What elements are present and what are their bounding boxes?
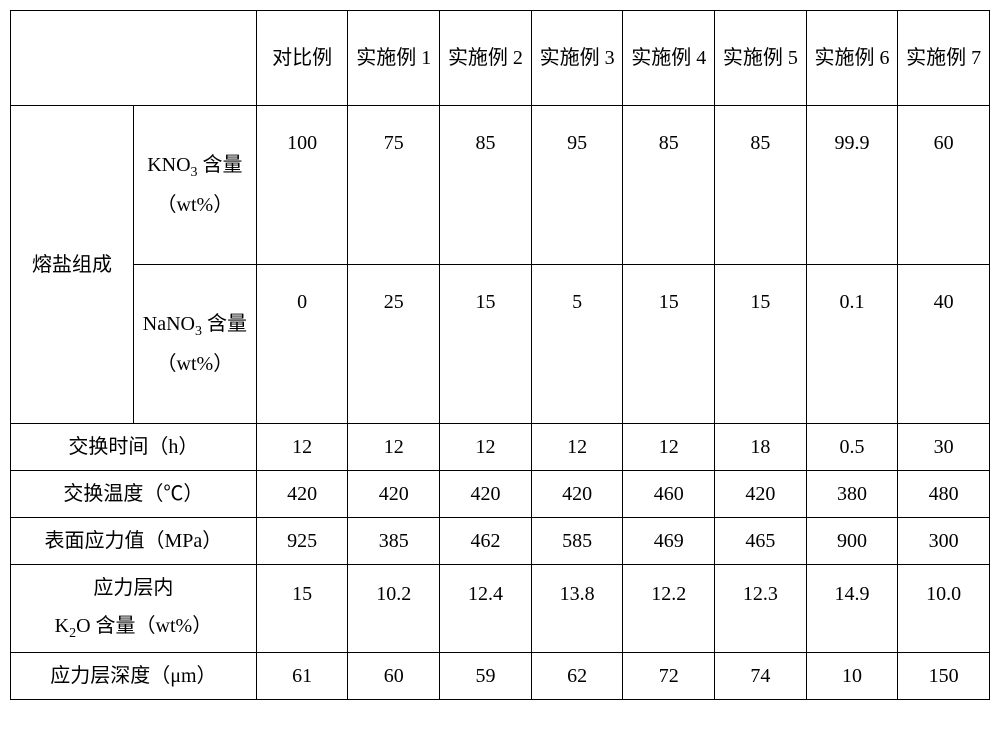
header-ex1: 实施例 1 <box>348 11 440 106</box>
header-ex2: 实施例 2 <box>440 11 532 106</box>
depth-v4: 72 <box>623 652 715 699</box>
time-v2: 12 <box>440 424 532 471</box>
row-nano3: NaNO3 含量（wt%） 0 25 15 5 15 15 0.1 40 <box>11 265 990 424</box>
k2o-v7: 10.0 <box>898 565 990 653</box>
group-label-molten-salt: 熔盐组成 <box>11 106 134 424</box>
time-v4: 12 <box>623 424 715 471</box>
stress-v5: 465 <box>715 518 807 565</box>
kno3-v2: 85 <box>440 106 532 265</box>
k2o-v2: 12.4 <box>440 565 532 653</box>
row-kno3: 熔盐组成 KNO3 含量（wt%） 100 75 85 95 85 85 99.… <box>11 106 990 265</box>
row-k2o-content: 应力层内 K2O 含量（wt%） 15 10.2 12.4 13.8 12.2 … <box>11 565 990 653</box>
k2o-v6: 14.9 <box>806 565 898 653</box>
temp-v2: 420 <box>440 471 532 518</box>
kno3-v7: 60 <box>898 106 990 265</box>
label-exchange-time: 交换时间（h） <box>11 424 257 471</box>
time-v5: 18 <box>715 424 807 471</box>
label-surface-stress: 表面应力值（MPa） <box>11 518 257 565</box>
depth-v0: 61 <box>256 652 348 699</box>
depth-v7: 150 <box>898 652 990 699</box>
nano3-v1: 25 <box>348 265 440 424</box>
row-stress-depth: 应力层深度（μm） 61 60 59 62 72 74 10 150 <box>11 652 990 699</box>
nano3-sub: 3 <box>195 324 202 339</box>
k2o-v3: 13.8 <box>531 565 623 653</box>
header-ex6: 实施例 6 <box>806 11 898 106</box>
time-v1: 12 <box>348 424 440 471</box>
k2o-v4: 12.2 <box>623 565 715 653</box>
data-table: 对比例 实施例 1 实施例 2 实施例 3 实施例 4 实施例 5 实施例 6 … <box>10 10 990 700</box>
depth-v6: 10 <box>806 652 898 699</box>
nano3-v4: 15 <box>623 265 715 424</box>
temp-v1: 420 <box>348 471 440 518</box>
stress-v1: 385 <box>348 518 440 565</box>
kno3-v1: 75 <box>348 106 440 265</box>
label-nano3: NaNO3 含量（wt%） <box>133 265 256 424</box>
stress-v7: 300 <box>898 518 990 565</box>
depth-v3: 62 <box>531 652 623 699</box>
k2o-post: O 含量（wt%） <box>76 615 212 637</box>
temp-v0: 420 <box>256 471 348 518</box>
temp-v6: 380 <box>806 471 898 518</box>
header-ex3: 实施例 3 <box>531 11 623 106</box>
time-v6: 0.5 <box>806 424 898 471</box>
kno3-v5: 85 <box>715 106 807 265</box>
kno3-v3: 95 <box>531 106 623 265</box>
row-exchange-temp: 交换温度（℃） 420 420 420 420 460 420 380 480 <box>11 471 990 518</box>
kno3-sub: 3 <box>191 165 198 180</box>
nano3-v2: 15 <box>440 265 532 424</box>
temp-v7: 480 <box>898 471 990 518</box>
header-ex5: 实施例 5 <box>715 11 807 106</box>
time-v0: 12 <box>256 424 348 471</box>
depth-v5: 74 <box>715 652 807 699</box>
header-ex7: 实施例 7 <box>898 11 990 106</box>
k2o-v0: 15 <box>256 565 348 653</box>
time-v3: 12 <box>531 424 623 471</box>
header-comp: 对比例 <box>256 11 348 106</box>
temp-v3: 420 <box>531 471 623 518</box>
kno3-v0: 100 <box>256 106 348 265</box>
k2o-v5: 12.3 <box>715 565 807 653</box>
stress-v4: 469 <box>623 518 715 565</box>
row-exchange-time: 交换时间（h） 12 12 12 12 12 18 0.5 30 <box>11 424 990 471</box>
k2o-v1: 10.2 <box>348 565 440 653</box>
stress-v3: 585 <box>531 518 623 565</box>
kno3-v6: 99.9 <box>806 106 898 265</box>
header-ex4: 实施例 4 <box>623 11 715 106</box>
nano3-v0: 0 <box>256 265 348 424</box>
depth-v2: 59 <box>440 652 532 699</box>
label-kno3: KNO3 含量（wt%） <box>133 106 256 265</box>
row-surface-stress: 表面应力值（MPa） 925 385 462 585 469 465 900 3… <box>11 518 990 565</box>
label-k2o: 应力层内 K2O 含量（wt%） <box>11 565 257 653</box>
depth-v1: 60 <box>348 652 440 699</box>
nano3-pre: NaNO <box>143 313 195 335</box>
time-v7: 30 <box>898 424 990 471</box>
header-row: 对比例 实施例 1 实施例 2 实施例 3 实施例 4 实施例 5 实施例 6 … <box>11 11 990 106</box>
nano3-v5: 15 <box>715 265 807 424</box>
label-exchange-temp: 交换温度（℃） <box>11 471 257 518</box>
kno3-pre: KNO <box>147 154 190 176</box>
nano3-v6: 0.1 <box>806 265 898 424</box>
kno3-v4: 85 <box>623 106 715 265</box>
stress-v6: 900 <box>806 518 898 565</box>
label-stress-depth: 应力层深度（μm） <box>11 652 257 699</box>
nano3-v3: 5 <box>531 265 623 424</box>
stress-v0: 925 <box>256 518 348 565</box>
stress-v2: 462 <box>440 518 532 565</box>
nano3-v7: 40 <box>898 265 990 424</box>
temp-v4: 460 <box>623 471 715 518</box>
temp-v5: 420 <box>715 471 807 518</box>
header-blank <box>11 11 257 106</box>
